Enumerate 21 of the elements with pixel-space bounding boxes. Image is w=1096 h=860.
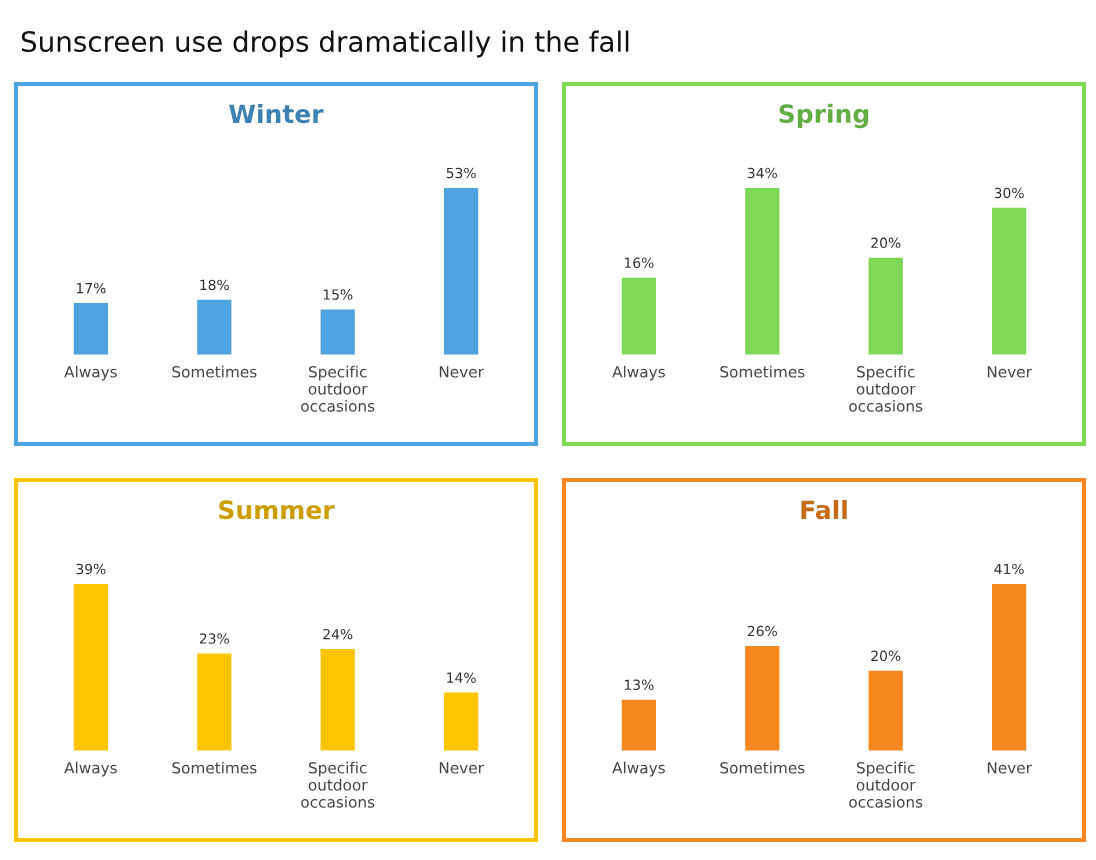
bar (194, 650, 235, 752)
chart-title: Summer (219, 500, 335, 520)
bar (70, 300, 111, 356)
bar (194, 297, 235, 356)
chart-title: Fall (801, 499, 847, 520)
bar (70, 581, 111, 752)
bar (989, 205, 1030, 356)
bar (317, 646, 358, 752)
bar (618, 274, 659, 356)
bar (441, 689, 482, 752)
text: Sunscreen use drops dramatically in the fall (21, 30, 629, 58)
bar (989, 581, 1030, 752)
bar (742, 643, 783, 752)
bar (317, 306, 358, 356)
bar (865, 254, 906, 356)
bar (742, 185, 783, 356)
bar (441, 185, 482, 356)
bar (865, 667, 906, 752)
chart-title: Spring (779, 103, 869, 129)
chart-title: Winter (229, 103, 324, 124)
bar (618, 696, 659, 752)
